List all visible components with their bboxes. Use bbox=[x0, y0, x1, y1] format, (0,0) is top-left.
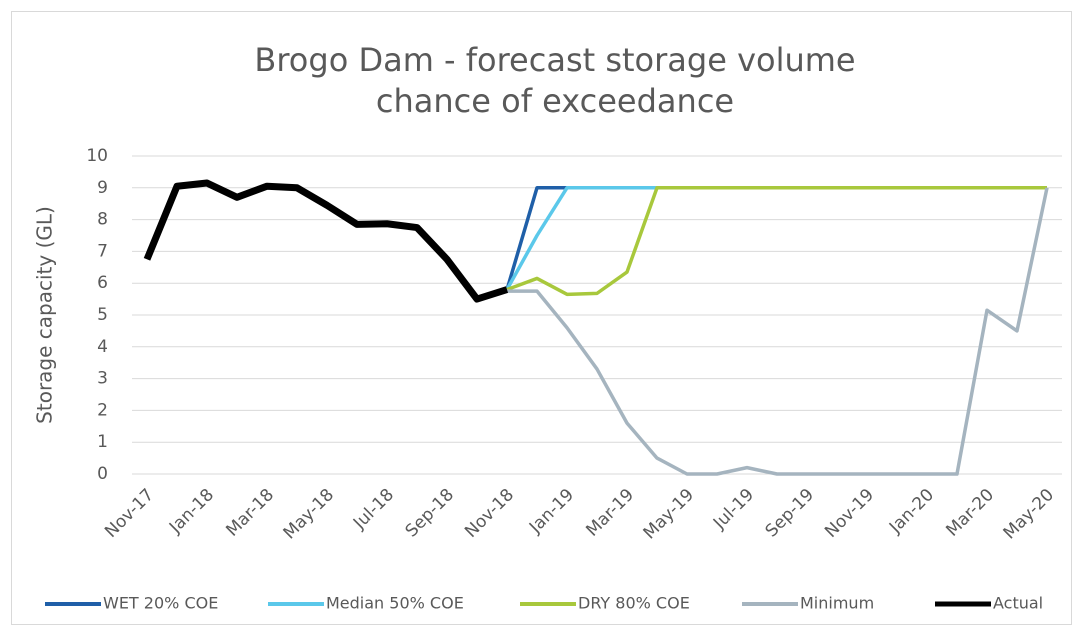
legend-label: Median 50% COE bbox=[326, 594, 464, 613]
y-tick-label: 10 bbox=[86, 146, 108, 166]
y-tick-label: 6 bbox=[97, 273, 108, 293]
chart-title: Brogo Dam - forecast storage volume bbox=[254, 41, 855, 79]
y-tick-label: 0 bbox=[97, 464, 108, 484]
y-axis-label: Storage capacity (GL) bbox=[33, 206, 57, 424]
y-tick-label: 2 bbox=[97, 400, 108, 420]
series-line bbox=[506, 186, 1047, 297]
y-tick-label: 8 bbox=[97, 210, 108, 230]
y-tick-label: 7 bbox=[97, 241, 108, 261]
legend-label: Minimum bbox=[800, 594, 874, 613]
series-line bbox=[507, 187, 1049, 476]
y-tick-label: 5 bbox=[97, 305, 108, 325]
chart-frame bbox=[11, 11, 1072, 625]
y-tick-label: 3 bbox=[97, 369, 108, 389]
legend-label: DRY 80% COE bbox=[578, 594, 690, 613]
y-tick-label: 4 bbox=[97, 337, 108, 357]
chart-title: chance of exceedance bbox=[376, 82, 734, 120]
legend-label: WET 20% COE bbox=[103, 594, 218, 613]
legend-label: Actual bbox=[993, 594, 1043, 613]
y-tick-label: 1 bbox=[97, 432, 108, 452]
series-line bbox=[143, 179, 509, 303]
y-tick-label: 9 bbox=[97, 178, 108, 198]
